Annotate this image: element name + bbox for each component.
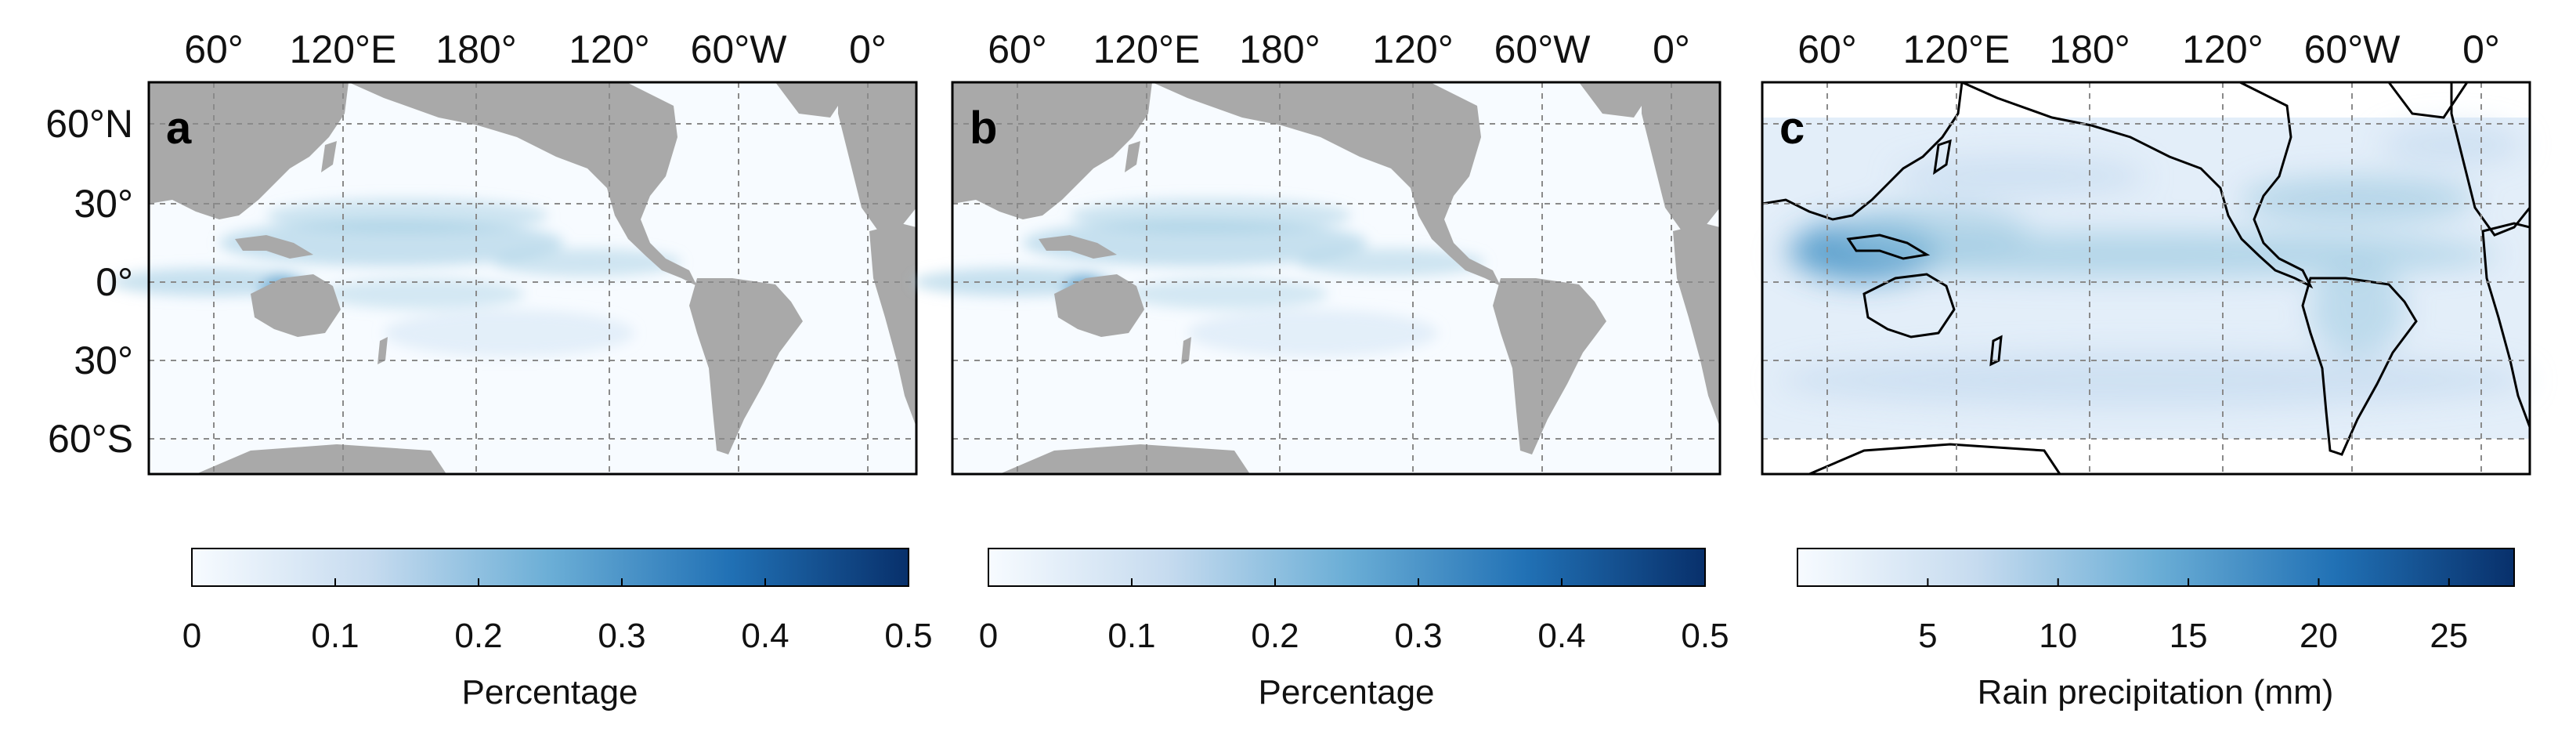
colorbar-ticks: 5 10 15 20 25	[1918, 578, 2468, 655]
colorbar-ticks: 0 0.1 0.2 0.3 0.4 0.5	[182, 578, 933, 655]
lon-ticks-b: 60° 120°E 180° 120° 60°W 0°	[988, 27, 1690, 71]
colorbar-tick-label: 0.2	[454, 617, 502, 655]
panel-c: c	[1761, 81, 2531, 476]
colorbar-tick-label: 0.4	[741, 617, 789, 655]
colorbar-tick-label: 0.1	[311, 617, 359, 655]
colorbar-tick-label: 5	[1918, 617, 1937, 655]
lon-tick-label: 60°	[988, 27, 1047, 71]
lat-tick-label: 30°	[74, 182, 133, 226]
lon-tick-label: 0°	[2462, 27, 2500, 71]
colorbar-tick-label: 25	[2430, 617, 2468, 655]
colorbar-label: Rain precipitation (mm)	[1978, 673, 2334, 711]
colorbar-tick-label: 0.5	[1681, 617, 1729, 655]
colorbar-b: 0 0.1 0.2 0.3 0.4 0.5 Percentage	[979, 548, 1729, 711]
colorbar-tick-label: 20	[2300, 617, 2338, 655]
colorbar-tick-label: 10	[2039, 617, 2077, 655]
colorbar-tick-label: 0.3	[1394, 617, 1442, 655]
graticule-a	[149, 82, 916, 474]
colorbar-gradient	[988, 548, 1706, 587]
lat-tick-label: 0°	[96, 260, 133, 304]
graticule-b	[952, 82, 1720, 474]
colorbar-tick-label: 0.5	[884, 617, 932, 655]
colorbar-tick-label: 0.4	[1537, 617, 1585, 655]
panel-b: b	[913, 81, 1722, 476]
lon-tick-label: 120°E	[290, 27, 397, 71]
lon-tick-label: 180°	[1239, 27, 1320, 71]
map-frame-a	[147, 81, 918, 476]
colorbar-a: 0 0.1 0.2 0.3 0.4 0.5 Percentage	[182, 548, 933, 711]
graticule-c	[1762, 82, 2530, 474]
lon-tick-label: 0°	[849, 27, 887, 71]
lon-tick-label: 120°E	[1903, 27, 2011, 71]
lon-tick-label: 60°W	[2304, 27, 2401, 71]
colorbar-tick-label: 0.2	[1251, 617, 1299, 655]
lon-tick-label: 180°	[435, 27, 516, 71]
colorbar-tick-label: 0	[182, 617, 201, 655]
map-frame-c	[1761, 81, 2531, 476]
colorbar-gradient	[191, 548, 909, 587]
panel-label-a: a	[166, 103, 192, 154]
map-frame-b	[951, 81, 1722, 476]
lon-ticks-a: 60° 120°E 180° 120° 60°W 0°	[184, 27, 887, 71]
lon-tick-label: 120°	[2182, 27, 2263, 71]
lat-ticks: 60°N 30° 0° 30° 60°S	[45, 102, 133, 461]
lon-tick-label: 0°	[1653, 27, 1690, 71]
colorbar-tick-label: 0.3	[598, 617, 645, 655]
probability-field-a	[110, 198, 681, 357]
colorbar-label: Percentage	[1258, 673, 1434, 711]
colorbar-tick-label: 15	[2170, 617, 2208, 655]
colorbar-c: 5 10 15 20 25 Rain precipitation (mm)	[1797, 548, 2515, 711]
colorbar-gradient	[1797, 548, 2515, 587]
lon-tick-label: 120°	[1372, 27, 1453, 71]
lon-tick-label: 60°	[184, 27, 244, 71]
probability-field-b	[913, 198, 1485, 357]
precipitation-field-c	[1778, 125, 2530, 407]
colorbar-tick-label: 0.1	[1107, 617, 1155, 655]
lat-tick-label: 30°	[74, 339, 133, 382]
panel-a: a	[110, 81, 918, 476]
lon-ticks-c: 60° 120°E 180° 120° 60°W 0°	[1797, 27, 2500, 71]
lon-tick-label: 60°W	[1494, 27, 1591, 71]
panel-label-c: c	[1779, 103, 1805, 154]
lon-tick-label: 120°E	[1093, 27, 1201, 71]
lat-tick-label: 60°N	[45, 102, 133, 146]
colorbar-tick-label: 0	[979, 617, 998, 655]
lon-tick-label: 60°	[1797, 27, 1857, 71]
colorbar-label: Percentage	[461, 673, 638, 711]
lon-tick-label: 60°W	[691, 27, 788, 71]
lat-tick-label: 60°S	[48, 417, 133, 461]
panel-label-b: b	[970, 103, 997, 154]
lon-tick-label: 180°	[2049, 27, 2130, 71]
lon-tick-label: 120°	[569, 27, 649, 71]
colorbar-ticks: 0 0.1 0.2 0.3 0.4 0.5	[979, 578, 1729, 655]
